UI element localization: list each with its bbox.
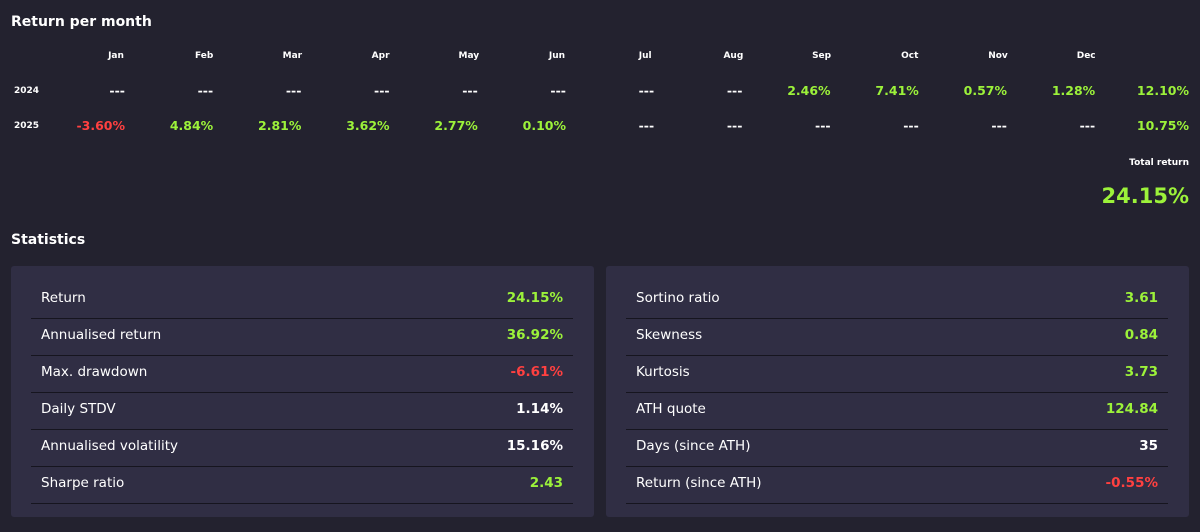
month-header: Jul: [638, 51, 652, 61]
stat-label: Days (since ATH): [636, 438, 751, 454]
month-return: ---: [109, 83, 125, 98]
stat-label: ATH quote: [636, 401, 706, 417]
month-return: 3.62%: [346, 118, 390, 133]
stat-label: Sortino ratio: [636, 290, 720, 306]
stat-row: Sharpe ratio 2.43: [31, 466, 573, 504]
stat-value: 36.92%: [506, 327, 563, 343]
stat-row: Daily STDV 1.14%: [31, 392, 573, 430]
year-label: 2024: [14, 86, 40, 96]
stat-panel: Return 24.15% Annualised return 36.92% Max. …: [11, 266, 594, 517]
stat-label: Return (since ATH): [636, 475, 762, 491]
stat-label: Annualised volatility: [41, 438, 178, 454]
stat-label: Max. drawdown: [41, 364, 148, 380]
month-header: Aug: [723, 51, 744, 61]
stat-label: Skewness: [636, 327, 703, 343]
month-header: Jun: [548, 51, 566, 61]
stat-label: Kurtosis: [636, 364, 690, 380]
month-header: May: [458, 51, 480, 61]
stat-value: 35: [1139, 438, 1158, 454]
stat-value: 3.61: [1124, 290, 1158, 306]
month-return: 2.46%: [787, 83, 831, 98]
stat-value: 124.84: [1105, 401, 1158, 417]
month-header: Apr: [371, 51, 390, 61]
stat-value: 1.14%: [516, 401, 563, 417]
stat-row: Days (since ATH) 35: [626, 429, 1168, 467]
stat-label: Annualised return: [41, 327, 162, 343]
month-return: 7.41%: [875, 83, 919, 98]
month-header: Jan: [108, 51, 124, 61]
month-return: ---: [1079, 118, 1096, 133]
month-return: -3.60%: [76, 118, 125, 133]
month-header: Mar: [282, 51, 303, 61]
month-return: ---: [991, 118, 1007, 133]
stat-row: ATH quote 124.84: [626, 392, 1168, 430]
stat-label: Sharpe ratio: [41, 475, 125, 491]
stat-value: 15.16%: [506, 438, 563, 454]
month-return: ---: [815, 118, 831, 133]
stat-row: Return 24.15%: [31, 281, 573, 319]
stat-value: 0.84: [1124, 327, 1158, 343]
year-label: 2025: [14, 121, 40, 131]
stat-row: Annualised return 36.92%: [31, 318, 573, 356]
month-return: ---: [726, 83, 743, 98]
month-header: Feb: [195, 51, 214, 61]
stat-row: Skewness 0.84: [626, 318, 1168, 356]
stat-value: -0.55%: [1105, 475, 1158, 491]
year-total: 12.10%: [1136, 83, 1189, 98]
stat-row: Annualised volatility 15.16%: [31, 429, 573, 467]
month-header: Oct: [901, 51, 919, 61]
statistics-title: Statistics: [11, 232, 86, 248]
stat-row: Return (since ATH) -0.55%: [626, 466, 1168, 504]
month-return: 0.10%: [522, 118, 566, 133]
month-return: 0.57%: [963, 83, 1007, 98]
stat-value: -6.61%: [510, 364, 563, 380]
month-return: ---: [638, 83, 655, 98]
total-label: Total return: [1129, 158, 1189, 168]
stat-label: Daily STDV: [41, 401, 116, 417]
month-return: ---: [903, 118, 919, 133]
month-return: ---: [638, 118, 655, 133]
stat-value: 3.73: [1124, 364, 1158, 380]
month-return: ---: [550, 83, 566, 98]
month-return: 2.81%: [258, 118, 302, 133]
month-return: ---: [726, 118, 743, 133]
stat-row: Sortino ratio 3.61: [626, 281, 1168, 319]
stat-value: 24.15%: [506, 290, 563, 306]
month-return: ---: [197, 83, 214, 98]
month-return: 4.84%: [169, 118, 214, 133]
stat-row: Max. drawdown -6.61%: [31, 355, 573, 393]
month-header: Sep: [812, 51, 832, 61]
month-header: Nov: [988, 51, 1008, 61]
year-total: 10.75%: [1136, 118, 1189, 133]
stat-label: Return: [41, 290, 86, 306]
total-value: 24.15%: [1101, 184, 1189, 208]
month-return: ---: [462, 83, 478, 98]
month-return: 1.28%: [1051, 83, 1096, 98]
month-return: ---: [374, 83, 390, 98]
stat-value: 2.43: [529, 475, 563, 491]
returns-title: Return per month: [11, 14, 152, 30]
month-return: 2.77%: [434, 118, 478, 133]
month-return: ---: [285, 83, 302, 98]
month-header: Dec: [1076, 51, 1096, 61]
stat-panel: Sortino ratio 3.61 Skewness 0.84 Kurtosis 3.7…: [606, 266, 1189, 517]
stat-row: Kurtosis 3.73: [626, 355, 1168, 393]
